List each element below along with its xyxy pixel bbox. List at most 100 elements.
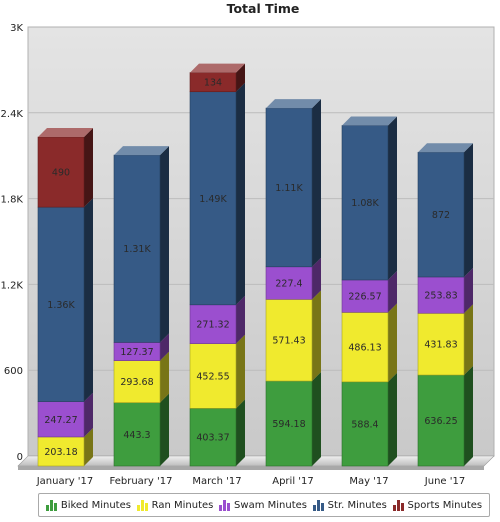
bar-stack: 588.4 486.13 226.57 1.08K xyxy=(341,116,397,467)
bar xyxy=(38,436,84,466)
data-label: 247.27 xyxy=(44,415,77,426)
bar-segment: 247.27 xyxy=(37,392,93,438)
bar-segment: 127.37 xyxy=(113,333,169,361)
bar-side xyxy=(84,128,93,208)
legend-label: Biked Minutes xyxy=(60,499,131,511)
bar-segment: 1.11K xyxy=(265,99,321,268)
bar-segment: 571.43 xyxy=(265,290,321,382)
bar-side xyxy=(84,392,93,437)
bar xyxy=(342,381,388,466)
data-label: 636.25 xyxy=(424,416,457,427)
data-label: 226.57 xyxy=(348,292,381,303)
data-label: 127.37 xyxy=(120,347,153,358)
legend-label: Sports Minutes xyxy=(407,499,483,511)
bar xyxy=(190,408,236,466)
bar-segment: 594.18 xyxy=(265,372,321,467)
bar-side xyxy=(236,63,245,92)
bar xyxy=(190,91,236,305)
y-tick-label: 1.2K xyxy=(1,280,24,291)
data-label: 872 xyxy=(432,210,450,221)
bar xyxy=(266,381,312,466)
bar-side xyxy=(160,333,169,361)
bar-segment: 1.31K xyxy=(113,146,169,343)
bar-top xyxy=(38,128,93,138)
data-label: 134 xyxy=(204,78,222,89)
bar xyxy=(190,72,236,92)
bar-segment: 271.32 xyxy=(189,295,245,344)
data-label: 1.08K xyxy=(351,198,379,209)
bar-side xyxy=(236,334,245,409)
bar xyxy=(190,304,236,344)
bar-segment: 253.83 xyxy=(417,267,473,314)
bar-segment: 203.18 xyxy=(37,427,93,467)
bar-top xyxy=(266,99,321,109)
data-label: 227.4 xyxy=(275,279,302,290)
bar xyxy=(190,343,236,409)
bar-segment: 452.55 xyxy=(189,334,245,409)
y-tick-label: 600 xyxy=(4,366,23,377)
bar-segment: 431.83 xyxy=(417,304,473,376)
bar-segment: 636.25 xyxy=(417,366,473,467)
x-axis-ticks: January '17 February '17 March '17 April '1… xyxy=(36,476,466,487)
bar xyxy=(266,266,312,300)
bar-stack: 403.37 452.55 271.32 1.49K 134 xyxy=(189,63,245,467)
legend-item[interactable]: Swam Minutes xyxy=(219,499,307,511)
bar xyxy=(266,299,312,382)
bar-segment: 227.4 xyxy=(265,257,321,300)
bar-side xyxy=(160,146,169,343)
bar-segment: 490 xyxy=(37,128,93,208)
legend-label: Str. Minutes xyxy=(327,499,387,511)
legend-item[interactable]: Biked Minutes xyxy=(45,499,131,511)
data-label: 203.18 xyxy=(44,447,77,458)
bar xyxy=(114,155,160,343)
bar xyxy=(114,342,160,361)
bar xyxy=(114,360,160,403)
y-tick-label: 0 xyxy=(17,452,23,463)
data-label: 403.37 xyxy=(196,433,229,444)
data-label: 594.18 xyxy=(272,419,305,430)
bar-top xyxy=(114,146,169,156)
data-label: 1.11K xyxy=(275,183,303,194)
bar-segment: 293.68 xyxy=(113,351,169,403)
y-tick-label: 1.8K xyxy=(1,195,24,206)
legend-item[interactable]: Sports Minutes xyxy=(392,499,483,511)
bar-segment: 1.08K xyxy=(341,116,397,281)
data-label: 490 xyxy=(52,168,70,179)
x-tick-label: January '17 xyxy=(36,476,94,487)
x-tick-label: March '17 xyxy=(192,476,241,487)
x-tick-label: April '17 xyxy=(272,476,314,487)
data-label: 271.32 xyxy=(196,320,229,331)
bar-top xyxy=(418,143,473,153)
x-tick-label: May '17 xyxy=(349,476,388,487)
bar xyxy=(266,108,312,267)
bar-stack: 203.18 247.27 1.36K 490 xyxy=(37,128,93,467)
grid-lines xyxy=(28,112,494,371)
bar-stack: 594.18 571.43 227.4 1.11K xyxy=(265,99,321,467)
data-label: 1.49K xyxy=(199,194,227,205)
bar-side xyxy=(388,116,397,280)
bar-top xyxy=(190,63,245,73)
bar-segment: 1.49K xyxy=(189,82,245,306)
bar-chart-icon xyxy=(312,499,324,511)
plot-background xyxy=(27,26,495,457)
bar-chart-icon xyxy=(45,499,57,511)
bar-segment: 226.57 xyxy=(341,270,397,313)
bar-side xyxy=(388,303,397,382)
x-tick-label: February '17 xyxy=(110,476,173,487)
bar-side xyxy=(388,270,397,313)
data-label: 1.31K xyxy=(123,244,151,255)
legend-item[interactable]: Ran Minutes xyxy=(136,499,213,511)
bar-side xyxy=(84,427,93,466)
bar-side xyxy=(236,399,245,466)
y-tick-label: 3K xyxy=(10,23,23,34)
bar-segment: 486.13 xyxy=(341,303,397,383)
bar-side xyxy=(160,393,169,466)
bar xyxy=(418,375,464,466)
data-label: 1.36K xyxy=(47,300,75,311)
bar xyxy=(38,137,84,208)
legend-item[interactable]: Str. Minutes xyxy=(312,499,387,511)
bar-side xyxy=(312,99,321,267)
bar-stack: 443.3 293.68 127.37 1.31K xyxy=(113,146,169,467)
bar-segment: 403.37 xyxy=(189,399,245,467)
